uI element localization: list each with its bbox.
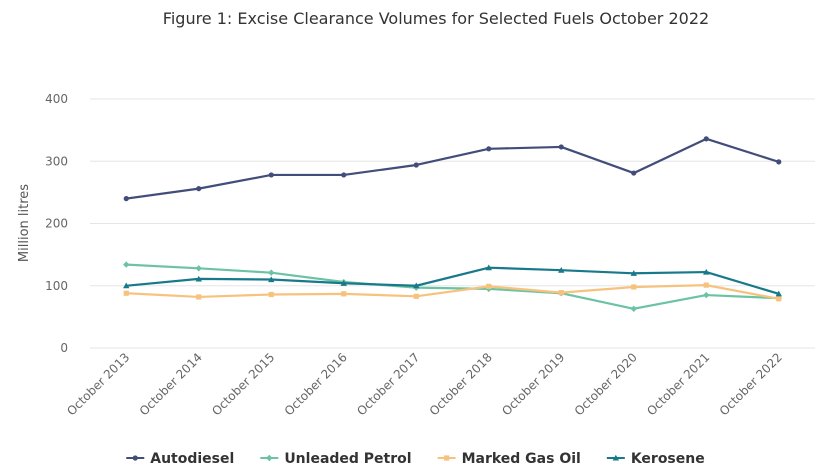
- legend-item-autodiesel[interactable]: Autodiesel: [126, 451, 234, 467]
- x-tick-label: October 2019: [499, 350, 567, 418]
- legend-label: Kerosene: [631, 451, 705, 467]
- kerosene-point: [195, 275, 202, 282]
- autodiesel-point: [123, 196, 129, 202]
- y-tick-label: 100: [45, 279, 68, 293]
- autodiesel-point: [486, 146, 492, 152]
- marked-gas-oil-point: [341, 291, 347, 297]
- x-tick-label: October 2020: [572, 350, 640, 418]
- kerosene-point: [703, 268, 710, 275]
- legend-label: Marked Gas Oil: [462, 451, 581, 467]
- autodiesel-point: [703, 136, 709, 142]
- kerosene-point: [485, 264, 492, 271]
- marked-gas-oil-point: [413, 293, 419, 299]
- marked-gas-oil-point: [268, 291, 274, 298]
- legend-item-kerosene[interactable]: Kerosene: [606, 451, 705, 467]
- autodiesel-point: [631, 170, 637, 176]
- unleaded-petrol-point: [703, 291, 710, 299]
- autodiesel-point: [196, 186, 202, 192]
- kerosene-point: [340, 280, 347, 286]
- legend: Autodiesel Unleaded Petrol Marked Gas Oil K…: [126, 451, 705, 467]
- y-tick-label: 0: [60, 341, 68, 355]
- x-axis-ticks: October 2013 October 2014 October 2015 Octo…: [64, 350, 785, 418]
- series-marked-gas-oil: [123, 282, 782, 302]
- x-tick-label: October 2016: [282, 350, 350, 418]
- marked-gas-oil-point: [703, 282, 709, 288]
- y-tick-label: 400: [45, 92, 68, 106]
- autodiesel-point: [776, 159, 782, 165]
- legend-marker: [132, 455, 138, 461]
- legend-marker: [612, 454, 620, 461]
- autodiesel-point: [413, 162, 419, 168]
- legend-marker: [266, 454, 273, 462]
- marked-gas-oil-point: [631, 284, 637, 290]
- kerosene-line: [125, 266, 780, 295]
- kerosene-point: [775, 290, 782, 297]
- marked-gas-oil-point: [776, 296, 782, 302]
- kerosene-point: [558, 266, 565, 273]
- marked-gas-oil-line: [125, 284, 780, 300]
- y-tick-label: 200: [45, 217, 68, 231]
- marked-gas-oil-point: [123, 290, 129, 296]
- legend-label: Unleaded Petrol: [284, 451, 411, 467]
- marked-gas-oil-point: [196, 294, 202, 300]
- autodiesel-point: [558, 144, 564, 150]
- chart-title: Figure 1: Excise Clearance Volumes for S…: [163, 9, 709, 28]
- unleaded-petrol-point: [123, 261, 130, 268]
- y-tick-label: 300: [45, 154, 68, 168]
- series-autodiesel: [123, 136, 782, 202]
- autodiesel-point: [341, 172, 347, 178]
- x-tick-label: October 2017: [354, 350, 422, 418]
- kerosene-point: [123, 282, 130, 289]
- unleaded-petrol-line: [125, 263, 780, 310]
- marked-gas-oil-point: [486, 283, 492, 289]
- marked-gas-oil-point: [558, 289, 564, 296]
- series-kerosene: [123, 264, 782, 297]
- legend-item-unleaded-petrol[interactable]: Unleaded Petrol: [260, 451, 412, 467]
- x-tick-label: October 2013: [64, 350, 132, 418]
- kerosene-point: [630, 270, 637, 276]
- unleaded-petrol-point: [268, 269, 275, 276]
- legend-item-marked-gas-oil[interactable]: Marked Gas Oil: [437, 451, 581, 467]
- x-tick-label: October 2015: [209, 350, 277, 418]
- y-axis-label: Million litres: [17, 184, 32, 262]
- x-tick-label: October 2014: [137, 350, 205, 418]
- autodiesel-point: [268, 172, 274, 178]
- x-tick-label: October 2022: [717, 350, 785, 418]
- unleaded-petrol-point: [630, 305, 637, 312]
- x-tick-label: October 2018: [427, 350, 495, 418]
- kerosene-point: [268, 276, 275, 283]
- series-layer: [123, 136, 782, 312]
- y-axis-ticks: 0 100 200 300 400: [45, 92, 68, 355]
- x-tick-label: October 2021: [644, 350, 712, 418]
- autodiesel-line: [125, 137, 780, 200]
- legend-label: Autodiesel: [150, 451, 234, 467]
- unleaded-petrol-point: [195, 265, 202, 272]
- kerosene-point: [413, 282, 420, 289]
- legend-marker: [443, 455, 450, 461]
